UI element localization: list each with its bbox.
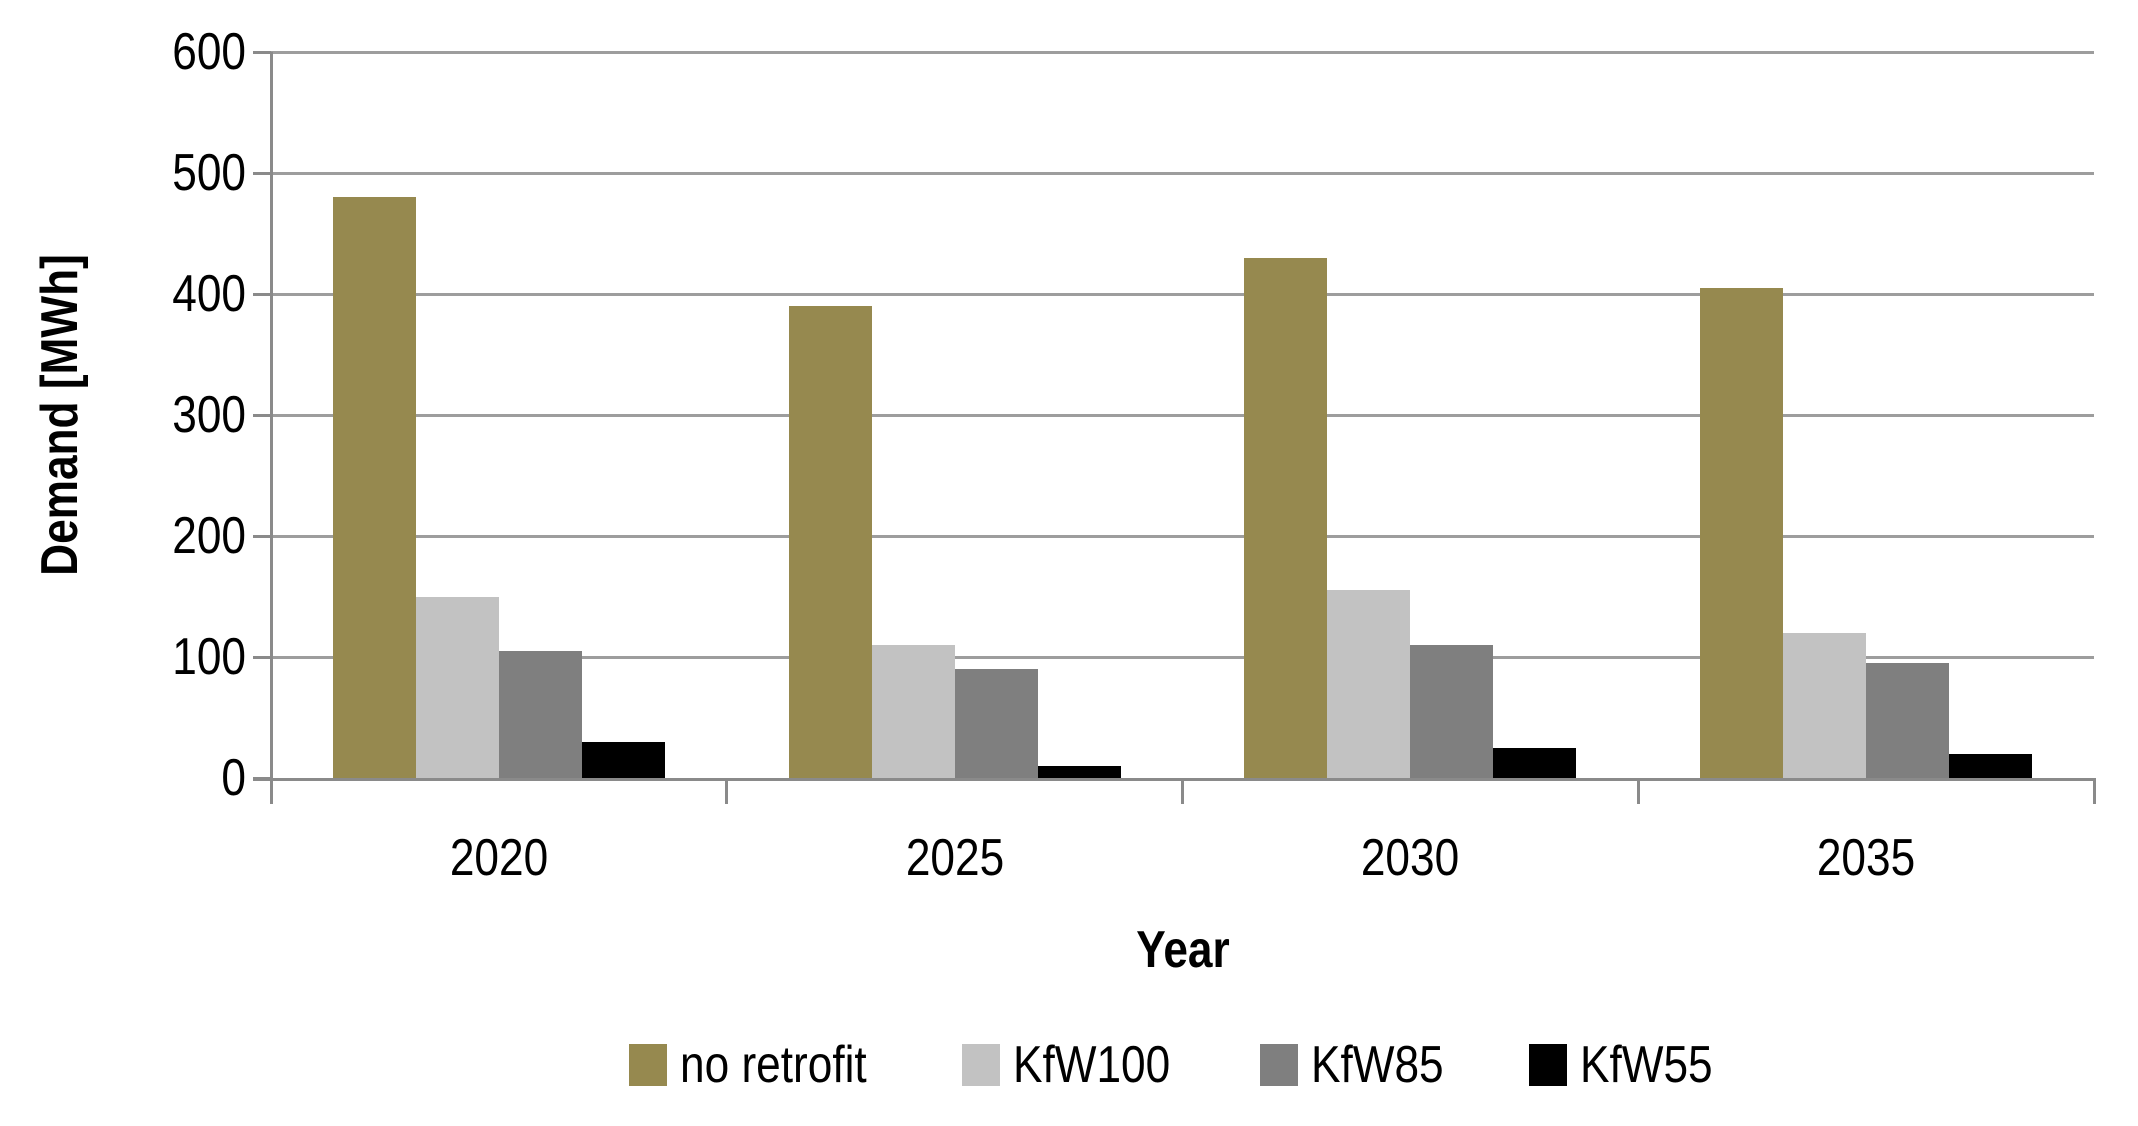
y-tick-mark-400 [253, 292, 271, 296]
x-axis-line [253, 778, 2094, 781]
y-tick-label-200: 200 [172, 507, 246, 565]
gridline-200 [271, 534, 2094, 538]
x-tick-label-2030: 2030 [1361, 829, 1460, 887]
bar-kfw85-2025 [954, 669, 1038, 778]
x-tick-mark-4 [2092, 778, 2096, 804]
bar-kfw100-2035 [1783, 632, 1867, 778]
y-axis-line [269, 52, 273, 804]
y-tick-label-400: 400 [172, 265, 246, 323]
bar-kfw100-2020 [415, 596, 499, 778]
x-tick-mark-0 [269, 778, 273, 804]
legend-label-no-retrofit: no retrofit [680, 1036, 867, 1094]
gridline-300 [271, 413, 2094, 417]
legend-item-kfw55: KfW55 [1528, 1033, 1736, 1097]
gridline-400 [271, 292, 2094, 296]
bar-no-retrofit-2020 [332, 197, 416, 778]
x-tick-mark-2 [1181, 778, 1184, 804]
bar-kfw85-2030 [1410, 644, 1494, 778]
x-axis-title: Year [1136, 921, 1230, 979]
legend-swatch-kfw55 [1528, 1044, 1567, 1086]
y-tick-mark-200 [253, 534, 271, 538]
bar-kfw55-2020 [581, 741, 665, 778]
legend: no retrofit KfW100 KfW85 KfW55 [271, 1025, 2094, 1105]
y-tick-label-100: 100 [172, 628, 246, 686]
legend-label-kfw85: KfW85 [1310, 1036, 1444, 1094]
bar-kfw85-2035 [1866, 663, 1950, 778]
y-tick-mark-300 [253, 413, 271, 417]
bar-kfw85-2020 [498, 650, 582, 778]
bar-kfw55-2035 [1949, 753, 2033, 778]
bar-kfw55-2030 [1493, 747, 1577, 778]
legend-label-kfw55: KfW55 [1579, 1036, 1713, 1094]
y-tick-mark-100 [253, 655, 271, 659]
x-tick-mark-1 [725, 778, 729, 804]
gridline-600 [271, 50, 2094, 54]
bar-no-retrofit-2030 [1244, 257, 1328, 778]
legend-label-kfw100: KfW100 [1012, 1036, 1171, 1094]
y-tick-label-300: 300 [172, 386, 246, 444]
legend-item-kfw85: KfW85 [1259, 1033, 1467, 1097]
y-tick-label-0: 0 [221, 749, 246, 807]
legend-swatch-no-retrofit [629, 1044, 668, 1086]
x-tick-mark-3 [1636, 778, 1640, 804]
legend-item-no-retrofit: no retrofit [629, 1033, 900, 1097]
bar-kfw100-2025 [871, 644, 955, 778]
x-tick-label-2020: 2020 [449, 829, 549, 887]
y-tick-mark-600 [253, 50, 271, 54]
bar-no-retrofit-2025 [788, 306, 872, 778]
gridline-500 [271, 171, 2094, 175]
bar-kfw55-2025 [1037, 765, 1121, 778]
y-tick-mark-500 [253, 171, 271, 175]
y-tick-label-600: 600 [172, 23, 246, 81]
bar-kfw100-2030 [1327, 590, 1411, 778]
legend-swatch-kfw100 [961, 1044, 1000, 1086]
y-tick-label-500: 500 [172, 144, 246, 202]
gridline-100 [271, 655, 2094, 659]
legend-swatch-kfw85 [1259, 1044, 1298, 1086]
x-tick-label-2035: 2035 [1816, 829, 1916, 887]
x-tick-label-2025: 2025 [905, 829, 1004, 887]
legend-item-kfw100: KfW100 [961, 1033, 1198, 1097]
bar-no-retrofit-2035 [1700, 287, 1784, 778]
